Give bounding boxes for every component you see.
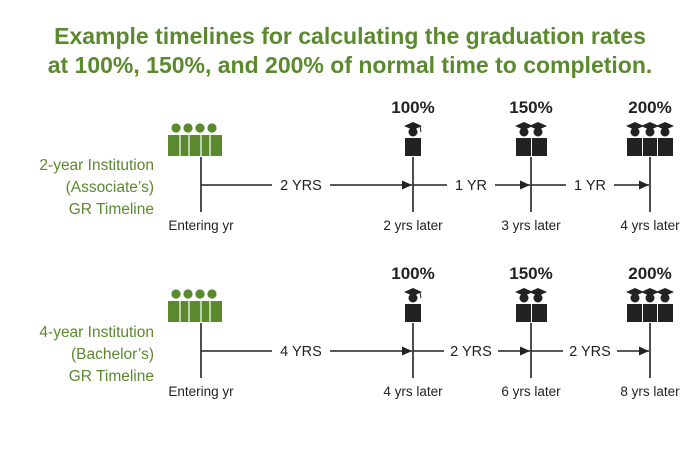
- segment-label: 1 YR: [574, 178, 606, 194]
- timeline-label-line-2: (Associate’s): [66, 179, 154, 196]
- timeline-label-line-1: 2-year Institution: [39, 157, 154, 174]
- title-line-2: at 100%, 150%, and 200% of normal time t…: [47, 52, 653, 78]
- group-of-students-icon: [168, 123, 222, 156]
- timeline-label-line-2: (Bachelor’s): [71, 346, 154, 363]
- two-graduates-icon: [515, 288, 547, 322]
- point-label: 4 yrs later: [383, 384, 443, 399]
- percent-label: 200%: [628, 98, 671, 117]
- three-graduates-icon: [626, 288, 674, 322]
- point-label: 4 yrs later: [620, 218, 680, 233]
- segment-label: 2 YRS: [450, 344, 492, 360]
- graduate-icon: [404, 288, 422, 322]
- two-graduates-icon: [515, 122, 547, 156]
- percent-label: 200%: [628, 264, 671, 283]
- title-line-1: Example timelines for calculating the gr…: [54, 23, 646, 49]
- segment-label: 2 YRS: [569, 344, 611, 360]
- segment-label: 4 YRS: [280, 344, 322, 360]
- graduate-icon: [404, 122, 422, 156]
- point-label: Entering yr: [168, 218, 234, 233]
- point-label: 3 yrs later: [501, 218, 561, 233]
- group-of-students-icon: [168, 289, 222, 322]
- percent-label: 150%: [509, 264, 552, 283]
- percent-label: 150%: [509, 98, 552, 117]
- point-label: Entering yr: [168, 384, 234, 399]
- three-graduates-icon: [626, 122, 674, 156]
- timeline-label-line-3: GR Timeline: [69, 368, 154, 385]
- point-label: 2 yrs later: [383, 218, 443, 233]
- timeline-label-line-1: 4-year Institution: [39, 324, 154, 341]
- timeline-4-year: 4-year Institution (Bachelor’s) GR Timel…: [39, 264, 680, 399]
- infographic-title: Example timelines for calculating the gr…: [0, 22, 700, 80]
- timeline-label-line-3: GR Timeline: [69, 201, 154, 218]
- percent-label: 100%: [391, 98, 434, 117]
- point-label: 8 yrs later: [620, 384, 680, 399]
- segment-label: 1 YR: [455, 178, 487, 194]
- segment-label: 2 YRS: [280, 178, 322, 194]
- timeline-2-year: 2-year Institution (Associate’s) GR Time…: [39, 98, 680, 233]
- percent-label: 100%: [391, 264, 434, 283]
- point-label: 6 yrs later: [501, 384, 561, 399]
